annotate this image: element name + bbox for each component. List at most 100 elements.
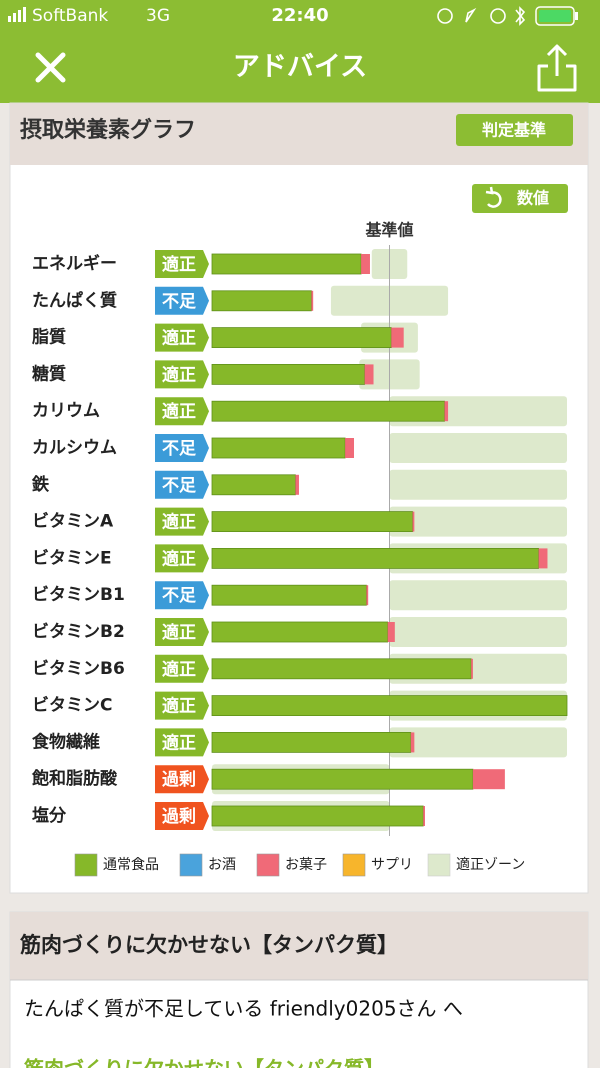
card-title: 摂取栄養素グラフ (20, 117, 196, 143)
bar-segment (211, 548, 540, 569)
zone (389, 506, 567, 537)
status-icons (437, 6, 526, 26)
bar-segment (444, 401, 449, 422)
category-label: カリウム (32, 401, 100, 421)
carrier: SoftBank (32, 6, 108, 26)
network: 3G (146, 6, 170, 26)
bar-segment (366, 585, 369, 606)
value-button-label: 数値 (517, 189, 549, 208)
status-label: 不足 (162, 476, 196, 496)
bar-segment (211, 732, 412, 753)
legend-swatch (342, 853, 366, 877)
zone (389, 469, 567, 500)
category-label: ビタミンB1 (32, 585, 125, 605)
signal-icon (8, 7, 26, 22)
status-label: 適正 (162, 254, 196, 275)
zone (389, 433, 567, 463)
status-badge (155, 802, 209, 830)
status-label: 適正 (162, 548, 196, 569)
status-label: 適正 (162, 401, 196, 422)
legend-label: お菓子 (285, 857, 327, 873)
bar-segment (295, 474, 299, 495)
article-heading: 筋肉づくりに欠かせない【タンパク質】 (24, 1057, 384, 1068)
status-badge (155, 691, 209, 720)
article-title: 筋肉づくりに欠かせない【タンパク質】 (19, 933, 398, 957)
bar-segment (211, 253, 362, 275)
category-label: 糖質 (32, 363, 66, 384)
refresh-icon (485, 186, 502, 208)
status-label: 過剰 (162, 807, 196, 827)
category-label: ビタミンB2 (32, 622, 125, 642)
status-badge (155, 434, 209, 462)
status-label: 適正 (162, 696, 196, 717)
status-label: 不足 (162, 439, 196, 459)
article-greeting: たんぱく質が不足している friendly0205さん へ (24, 997, 463, 1021)
bar-segment (211, 474, 296, 496)
category-label: ビタミンE (32, 548, 112, 568)
bar-segment (211, 695, 568, 716)
legend-label: 通常食品 (103, 857, 159, 873)
article-header (10, 912, 588, 980)
share-button[interactable] (537, 44, 577, 92)
category-label: 塩分 (32, 805, 67, 826)
category-label: 鉄 (31, 474, 50, 495)
category-label: 食物繊維 (32, 731, 100, 752)
status-badge (155, 470, 209, 499)
legend-label: 適正ゾーン (456, 857, 525, 873)
category-label: ビタミンC (32, 696, 112, 716)
bar-segment (391, 327, 404, 348)
close-button[interactable] (35, 52, 66, 83)
bar-segment (471, 658, 473, 679)
status-badge (155, 581, 209, 610)
bar-segment (412, 511, 415, 532)
category-label: 脂質 (32, 327, 66, 348)
zone (389, 580, 567, 611)
status-label: 適正 (162, 364, 196, 385)
bar-segment (211, 363, 366, 385)
status-badge (155, 728, 209, 757)
status-badge (155, 323, 209, 352)
status-label: 適正 (162, 659, 196, 680)
criteria-button-label: 判定基準 (482, 121, 546, 140)
bar-segment (345, 438, 354, 458)
bar-segment (211, 400, 445, 422)
zone (389, 727, 567, 758)
bar-segment (472, 769, 505, 790)
bar-segment (410, 732, 415, 753)
status-label: 適正 (162, 328, 196, 349)
bar-segment (211, 511, 413, 533)
category-label: 飽和脂肪酸 (31, 768, 118, 789)
legend-swatch (427, 853, 451, 877)
category-label: エネルギー (32, 254, 117, 274)
status-badge (155, 360, 209, 389)
status-label: 適正 (162, 512, 196, 533)
reference-label: 基準値 (364, 221, 413, 240)
status-label: 過剰 (162, 770, 196, 790)
legend-label: サプリ (371, 857, 413, 873)
category-label: カルシウム (32, 438, 117, 458)
bar-segment (211, 290, 312, 312)
bar-segment (211, 621, 389, 643)
category-label: ビタミンA (32, 512, 114, 532)
clock: 22:40 (271, 5, 328, 26)
bar-segment (211, 658, 472, 680)
status-badge (155, 765, 209, 794)
bar-segment (211, 327, 392, 349)
status-badge (155, 618, 209, 646)
status-badge (155, 250, 209, 278)
zone (389, 617, 567, 647)
category-label: ビタミンB6 (32, 659, 125, 679)
app-bar (0, 0, 600, 103)
criteria-button[interactable] (456, 114, 573, 146)
bar-segment (361, 254, 370, 274)
status-label: 不足 (162, 586, 196, 606)
bar-segment (423, 806, 425, 826)
bar-segment (311, 290, 314, 311)
status-badge (155, 286, 209, 315)
bar-segment (211, 584, 367, 606)
bar-segment (211, 805, 424, 827)
bar-segment (538, 548, 548, 569)
status-label: 不足 (162, 292, 196, 312)
bar-segment (387, 622, 395, 642)
